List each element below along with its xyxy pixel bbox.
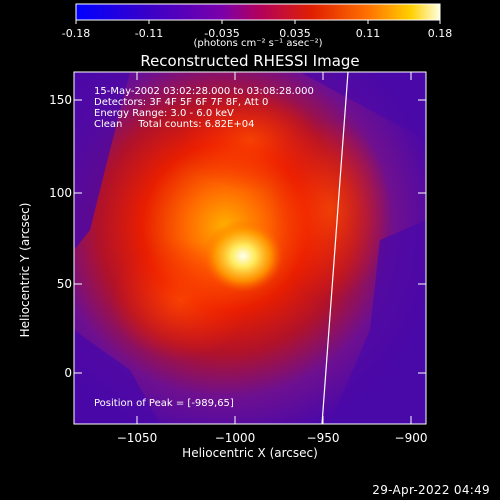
colorbar-tick-label: -0.035 — [204, 27, 240, 40]
y-tick-label: 0 — [64, 366, 72, 380]
plot-title: Reconstructed RHESSI Image — [140, 52, 360, 70]
colorbar-gradient — [75, 3, 441, 21]
colorbar-tick-label: 0.035 — [279, 27, 311, 40]
y-tick-label: 100 — [49, 186, 72, 200]
colorbar — [75, 3, 441, 24]
x-axis-label: Heliocentric X (arcsec) — [182, 446, 318, 460]
time-range-text: 15-May-2002 03:02:28.000 to 03:08:28.000 — [94, 86, 314, 97]
x-tick-label: −1050 — [116, 431, 158, 445]
footer-timestamp: 29-Apr-2022 04:49 — [372, 483, 490, 497]
energy-range-text: Energy Range: 3.0 - 6.0 keV — [94, 108, 234, 119]
colorbar-tick-label: 0.18 — [427, 27, 453, 40]
peak-position-text: Position of Peak = [-989,65] — [94, 398, 234, 409]
emission-peak — [203, 220, 283, 292]
colorbar-unit-label: (photons cm⁻² s⁻¹ asec⁻²) — [193, 38, 323, 49]
colorbar-tick-label: 0.11 — [355, 27, 381, 40]
colorbar-tick-label: -0.18 — [61, 27, 91, 40]
x-tick-label: −900 — [394, 431, 428, 445]
x-tick-label: −1000 — [214, 431, 256, 445]
detectors-text: Detectors: 3F 4F 5F 6F 7F 8F, Att 0 — [94, 97, 269, 108]
colorbar-tick-label: -0.11 — [134, 27, 164, 40]
clean-counts-text: Clean Total counts: 6.82E+04 — [94, 119, 255, 130]
y-tick-label: 150 — [49, 93, 72, 107]
y-tick-label: 50 — [56, 277, 72, 291]
y-axis-label: Heliocentric Y (arcsec) — [18, 202, 32, 338]
limb-line — [321, 71, 349, 425]
x-tick-label: −950 — [306, 431, 340, 445]
